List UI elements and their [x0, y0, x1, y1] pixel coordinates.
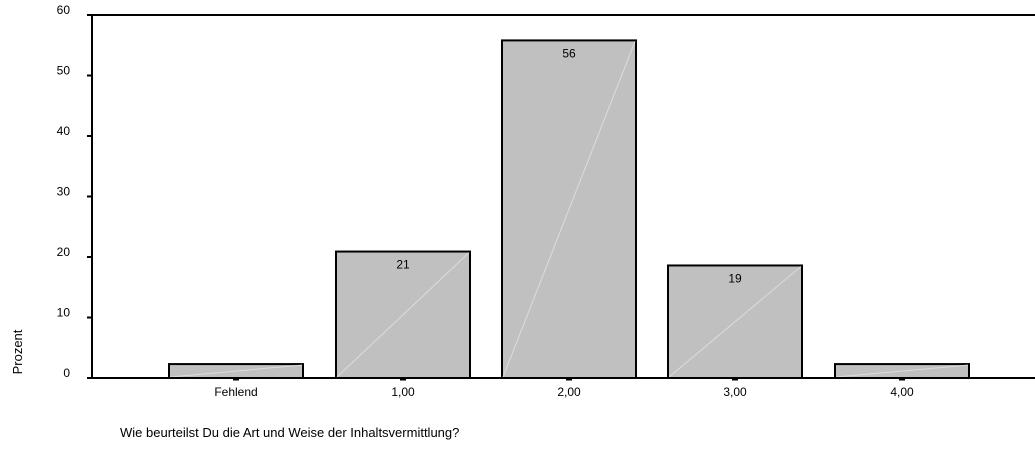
y-tick-label: 20	[57, 245, 71, 259]
data-label: 56	[562, 46, 576, 60]
y-tick-label: 30	[57, 185, 71, 199]
bar-5	[834, 363, 970, 379]
bar-1	[168, 363, 304, 379]
y-tick-label: 0	[63, 366, 70, 380]
bar-2	[335, 250, 471, 379]
bar-diagonal	[835, 364, 969, 378]
bars-layer	[168, 39, 970, 379]
x-ticks: Fehlend 1,00 2,00 3,00 4,00	[214, 377, 914, 399]
x-tick-label: 4,00	[890, 385, 914, 399]
y-tick-label: 50	[57, 64, 71, 78]
bar-3	[501, 39, 637, 379]
bar-diagonal	[502, 41, 636, 378]
x-tick-label: 1,00	[391, 385, 415, 399]
y-axis-title: Prozent	[10, 329, 25, 374]
y-tick-label: 40	[57, 124, 71, 138]
x-tick-label: 3,00	[723, 385, 747, 399]
bar-4	[667, 264, 803, 379]
bar-diagonal	[169, 364, 303, 378]
data-label: 19	[728, 271, 742, 285]
y-tick-label: 10	[57, 306, 71, 320]
x-axis-title: Wie beurteilst Du die Art und Weise der …	[120, 425, 459, 440]
y-tick-label: 60	[57, 3, 71, 17]
data-labels: 21 56 19	[396, 46, 742, 285]
bar-diagonal	[336, 252, 470, 378]
x-tick-label: 2,00	[557, 385, 581, 399]
data-label: 21	[396, 258, 410, 272]
x-tick-label: Fehlend	[214, 385, 257, 399]
bar-diagonal	[668, 266, 802, 378]
y-ticks: 0 10 20 30 40 50 60	[57, 3, 92, 380]
